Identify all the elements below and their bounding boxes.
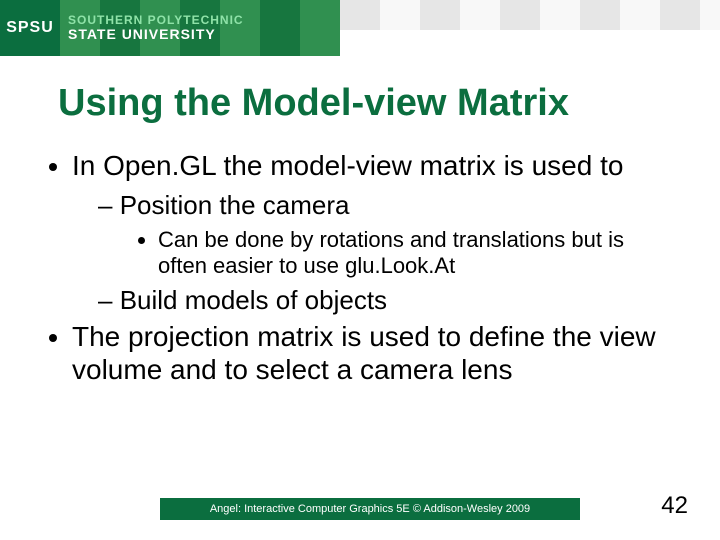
bullet-lvl3: Can be done by rotations and translation… — [158, 227, 668, 279]
header-stripes — [340, 0, 720, 30]
university-line1: SOUTHERN POLYTECHNIC — [68, 14, 340, 27]
logo-acronym: SPSU — [6, 20, 54, 36]
slide-title: Using the Model-view Matrix — [58, 82, 569, 125]
slide-content: In Open.GL the model-view matrix is used… — [48, 150, 668, 394]
bullet-lvl1: The projection matrix is used to define … — [72, 321, 668, 385]
bullet-lvl2: Build models of objects — [98, 285, 668, 316]
footer-citation: Angel: Interactive Computer Graphics 5E … — [160, 498, 580, 520]
bullet-lvl2: Position the camera — [98, 190, 668, 221]
university-line2: STATE UNIVERSITY — [68, 27, 340, 42]
page-number: 42 — [661, 492, 688, 520]
header-banner: SPSU SOUTHERN POLYTECHNIC STATE UNIVERSI… — [0, 0, 340, 56]
university-name-box: SOUTHERN POLYTECHNIC STATE UNIVERSITY — [60, 0, 340, 56]
logo-box: SPSU — [0, 0, 60, 56]
slide: SPSU SOUTHERN POLYTECHNIC STATE UNIVERSI… — [0, 0, 720, 540]
bullet-lvl1: In Open.GL the model-view matrix is used… — [72, 150, 668, 182]
